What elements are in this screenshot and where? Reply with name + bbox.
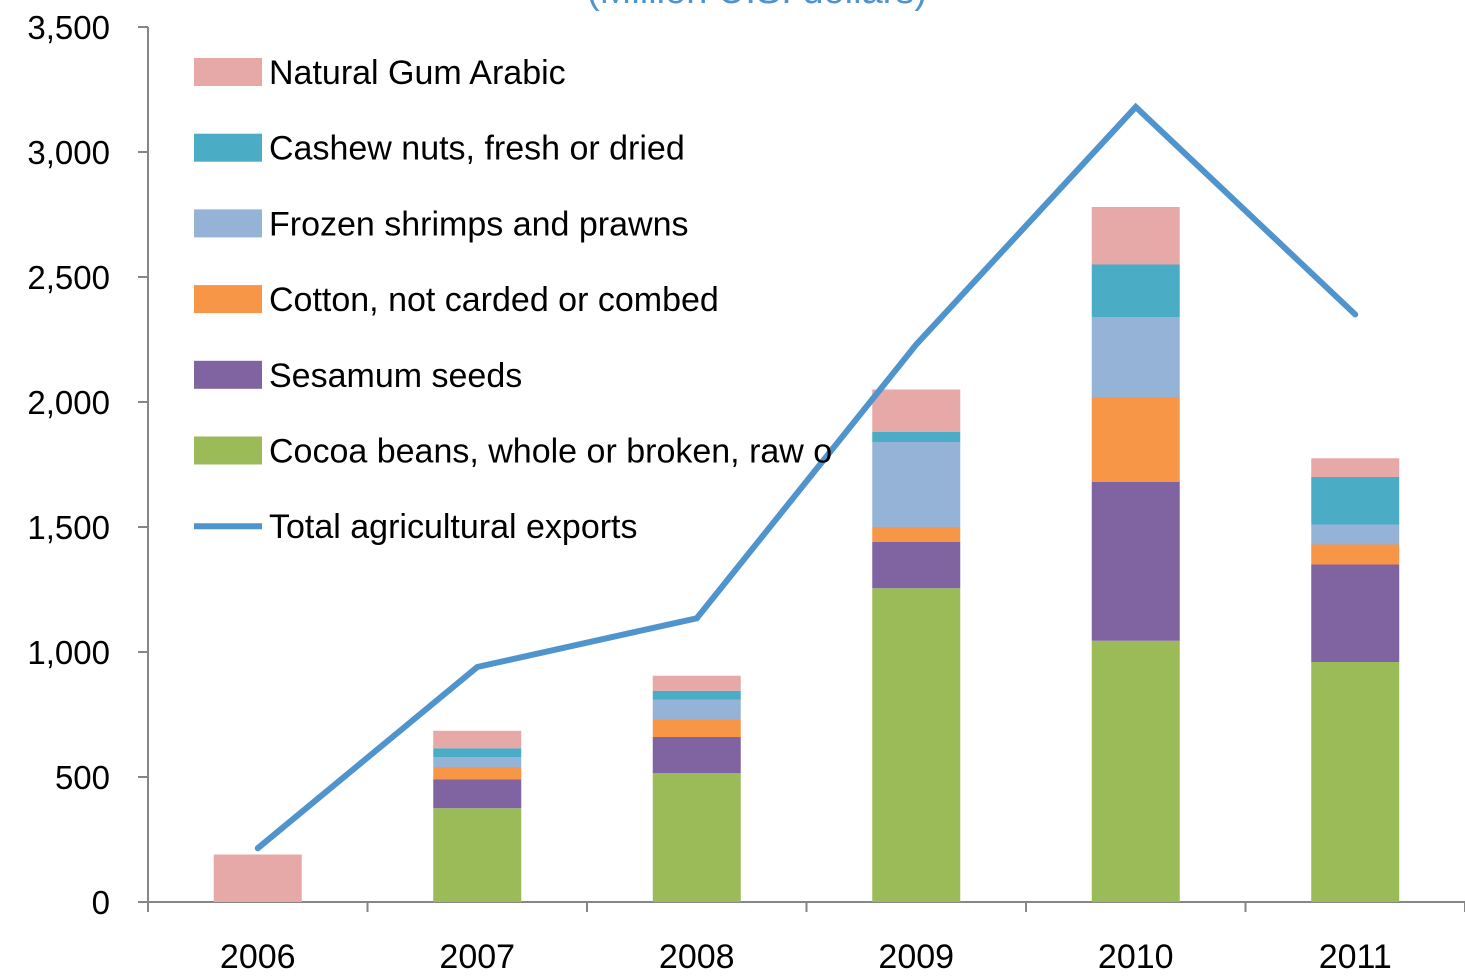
- chart-title: (Million U.S. dollars): [587, 0, 927, 12]
- y-tick-label: 2,500: [27, 259, 110, 296]
- legend-swatch: [194, 360, 262, 389]
- x-tick-label: 2011: [1319, 938, 1392, 974]
- bar-segment: [1311, 458, 1400, 477]
- bar-segment: [1311, 544, 1400, 565]
- bar-segment: [433, 779, 522, 809]
- x-tick-label: 2010: [1098, 938, 1174, 974]
- bar-segment: [872, 389, 961, 432]
- legend: Natural Gum Arabic Cashew nuts, fresh or …: [194, 54, 832, 546]
- bar-segment: [1091, 640, 1180, 902]
- bar-segment: [872, 588, 961, 902]
- bars: [213, 207, 1400, 902]
- bar-segment: [433, 730, 522, 749]
- bar-segment: [872, 527, 961, 542]
- bar-segment: [872, 442, 961, 527]
- bar-segment: [213, 854, 302, 902]
- bar-segment: [1091, 317, 1180, 397]
- bar-segment: [652, 699, 741, 720]
- legend-swatch: [194, 58, 262, 86]
- bar-segment: [872, 432, 961, 442]
- legend-swatch: [194, 133, 262, 162]
- x-tick-label: 2007: [439, 938, 515, 974]
- bar-segment: [1091, 482, 1180, 641]
- y-tick-label: 0: [92, 884, 110, 921]
- y-tick-label: 500: [55, 759, 110, 796]
- x-tick-label: 2009: [878, 938, 954, 974]
- line-layer: [254, 102, 1359, 852]
- bar-segment: [1091, 264, 1180, 317]
- bar-segment: [652, 773, 741, 902]
- bar-segment: [1091, 397, 1180, 482]
- bar-segment: [1311, 662, 1400, 902]
- legend-label: Sesamum seeds: [269, 357, 522, 395]
- legend-swatch: [194, 209, 262, 238]
- bar-segment: [652, 675, 741, 691]
- legend-label: Natural Gum Arabic: [269, 54, 566, 92]
- x-tick-label: 2006: [220, 938, 296, 974]
- y-tick-label: 2,000: [27, 384, 110, 421]
- y-tick-label: 1,000: [27, 634, 110, 671]
- legend-label: Cocoa beans, whole or broken, raw o: [269, 433, 832, 471]
- legend-swatch: [194, 285, 262, 314]
- y-tick-label: 1,500: [27, 509, 110, 546]
- bar-segment: [433, 757, 522, 767]
- axes: 0 500 1,000 1,500 2,000 2,500 3,000 3,500 2006 20…: [27, 9, 1465, 976]
- legend-label: Frozen shrimps and prawns: [269, 205, 689, 243]
- legend-label: Cashew nuts, fresh or dried: [269, 130, 685, 168]
- bar-segment: [1311, 477, 1400, 525]
- bar-segment: [652, 737, 741, 774]
- x-tick-label: 2008: [659, 938, 735, 974]
- bar-segment: [1091, 207, 1180, 265]
- bar-segment: [433, 808, 522, 902]
- bar-segment: [652, 719, 741, 737]
- legend-label: Total agricultural exports: [269, 508, 638, 546]
- bar-segment: [433, 748, 522, 757]
- legend-label: Cotton, not carded or combed: [269, 281, 719, 319]
- bar-segment: [652, 690, 741, 700]
- bar-segment: [1311, 564, 1400, 662]
- bar-segment: [872, 542, 961, 589]
- bar-segment: [1311, 524, 1400, 545]
- y-tick-label: 3,500: [27, 9, 110, 46]
- legend-swatch: [194, 436, 262, 465]
- y-tick-label: 3,000: [27, 134, 110, 171]
- total-line: [254, 102, 1359, 852]
- bar-segment: [433, 767, 522, 780]
